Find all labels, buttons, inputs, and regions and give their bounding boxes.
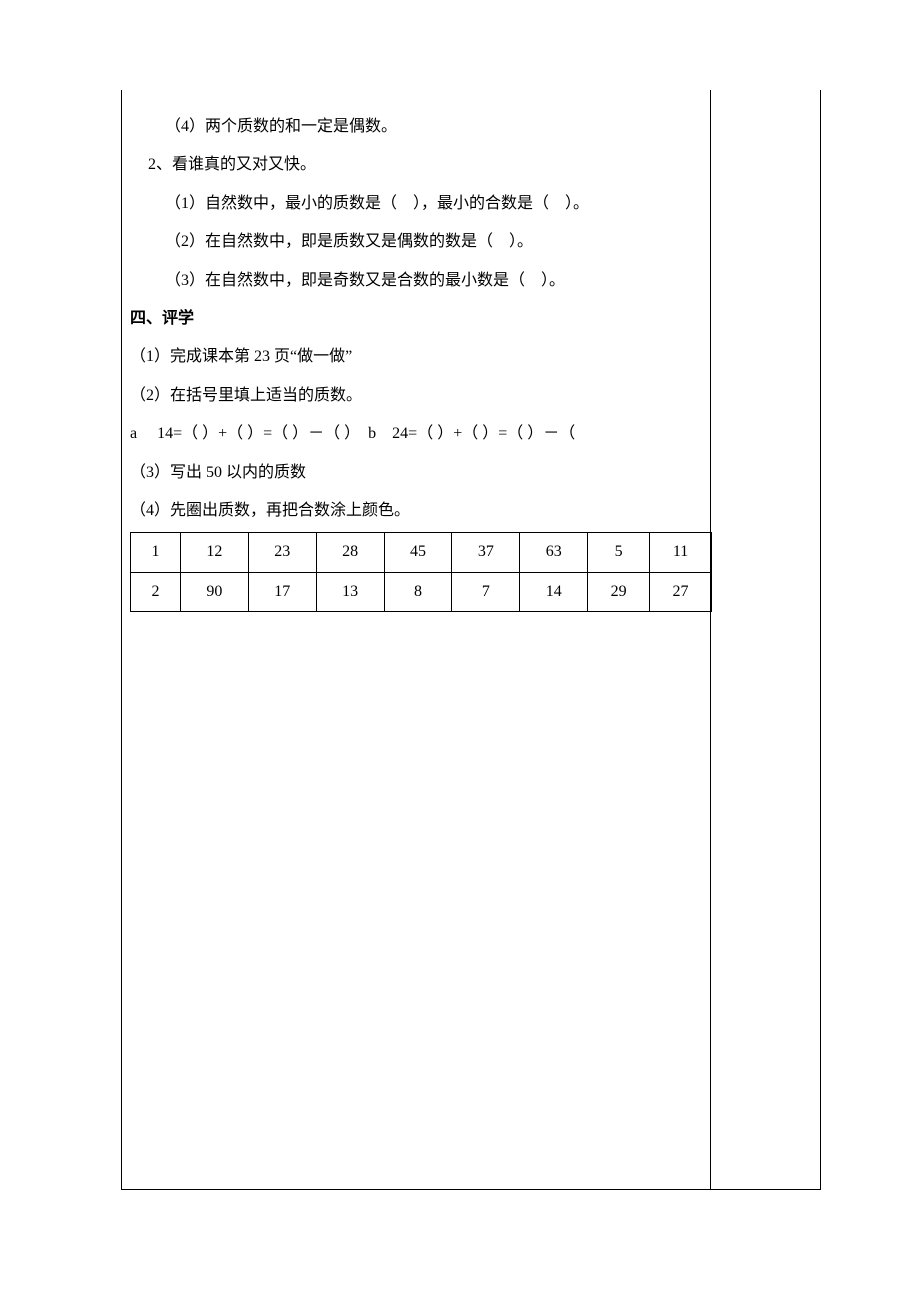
table-cell: 11 <box>650 533 712 572</box>
item-4-1: （1）完成课本第 23 页“做一做” <box>130 338 704 376</box>
table-row: 1122328453763511 <box>131 533 712 572</box>
table-cell: 45 <box>384 533 452 572</box>
table-cell: 90 <box>180 572 248 611</box>
item-2-3: （3）在自然数中，即是奇数又是合数的最小数是（ ）。 <box>130 262 704 300</box>
page-frame: （4）两个质数的和一定是偶数。 2、看谁真的又对又快。 （1）自然数中，最小的质… <box>121 90 821 1190</box>
table-cell: 28 <box>316 533 384 572</box>
item-2: 2、看谁真的又对又快。 <box>130 146 704 184</box>
table-cell: 29 <box>588 572 650 611</box>
table-cell: 27 <box>650 572 712 611</box>
table-row: 290171387142927 <box>131 572 712 611</box>
table-cell: 14 <box>520 572 588 611</box>
table-cell: 8 <box>384 572 452 611</box>
table-cell: 37 <box>452 533 520 572</box>
item-4-3: （3）写出 50 以内的质数 <box>130 454 704 492</box>
table-cell: 5 <box>588 533 650 572</box>
item-1-4: （4）两个质数的和一定是偶数。 <box>130 108 704 146</box>
table-cell: 17 <box>248 572 316 611</box>
item-2-1: （1）自然数中，最小的质数是（ ），最小的合数是（ ）。 <box>130 185 704 223</box>
section-4-heading: 四、评学 <box>130 300 704 338</box>
table-cell: 1 <box>131 533 181 572</box>
item-4-4: （4）先圈出质数，再把合数涂上颜色。 <box>130 492 704 530</box>
table-cell: 23 <box>248 533 316 572</box>
table-cell: 7 <box>452 572 520 611</box>
main-content: （4）两个质数的和一定是偶数。 2、看谁真的又对又快。 （1）自然数中，最小的质… <box>122 90 712 612</box>
number-table: 1122328453763511290171387142927 <box>130 532 712 612</box>
item-4-2-ab: a 14=（ ）+（ ）=（ ）－（ ） b 24=（ ）+（ ）=（ ）－（ <box>130 415 704 453</box>
item-2-2: （2）在自然数中，即是质数又是偶数的数是（ ）。 <box>130 223 704 261</box>
table-cell: 13 <box>316 572 384 611</box>
table-cell: 63 <box>520 533 588 572</box>
margin-column <box>710 90 820 1190</box>
table-cell: 2 <box>131 572 181 611</box>
table-cell: 12 <box>180 533 248 572</box>
item-4-2: （2）在括号里填上适当的质数。 <box>130 377 704 415</box>
